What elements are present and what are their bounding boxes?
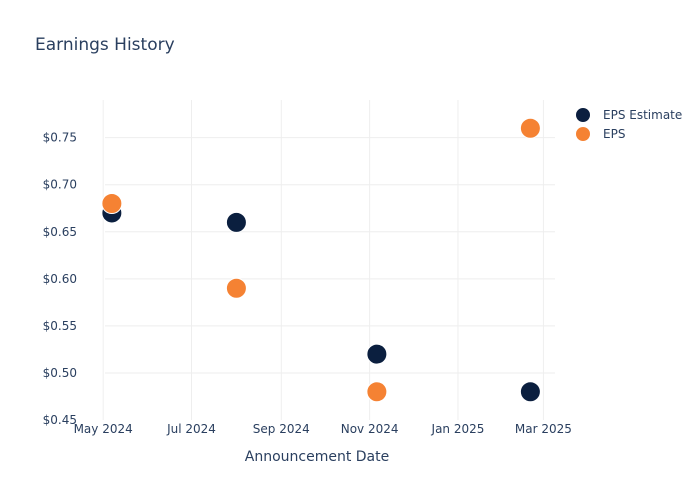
data-point-eps <box>225 277 247 299</box>
x-tick-label: Jan 2025 <box>431 422 485 436</box>
data-point-eps-estimate <box>225 211 247 233</box>
data-point-eps <box>101 193 123 215</box>
x-tick-label: Mar 2025 <box>515 422 572 436</box>
x-tick-label: Sep 2024 <box>253 422 310 436</box>
y-tick-label: $0.50 <box>43 366 77 380</box>
x-tick-label: Nov 2024 <box>341 422 399 436</box>
y-tick-label: $0.45 <box>43 413 77 427</box>
legend-label-eps-estimate: EPS Estimate <box>603 108 682 122</box>
legend-item-eps-estimate[interactable]: EPS Estimate <box>575 107 683 123</box>
legend-item-eps[interactable]: EPS <box>575 126 626 142</box>
legend-marker-eps <box>575 126 591 142</box>
y-tick-label: $0.55 <box>43 319 77 333</box>
legend-label-eps: EPS <box>603 127 625 141</box>
y-tick-label: $0.75 <box>43 131 77 145</box>
y-tick-label: $0.70 <box>43 178 77 192</box>
legend[interactable]: EPS Estimate EPS <box>575 107 683 142</box>
data-point-eps <box>519 117 541 139</box>
x-axis-title: Announcement Date <box>245 449 389 465</box>
y-tick-label: $0.65 <box>43 225 77 239</box>
data-point-eps-estimate <box>366 343 388 365</box>
grid-layer <box>102 100 555 420</box>
chart-title: Earnings History <box>35 35 175 55</box>
x-tick-label: Jul 2024 <box>166 422 216 436</box>
x-tick-label: May 2024 <box>74 422 133 436</box>
data-point-eps-estimate <box>519 381 541 403</box>
tick-labels: $0.45 $0.50 $0.55 $0.60 $0.65 $0.70 $0.75 May 2… <box>43 131 572 436</box>
data-point-eps <box>366 381 388 403</box>
data-markers <box>101 117 541 403</box>
legend-marker-eps-estimate <box>575 107 591 123</box>
y-tick-label: $0.60 <box>43 272 77 286</box>
